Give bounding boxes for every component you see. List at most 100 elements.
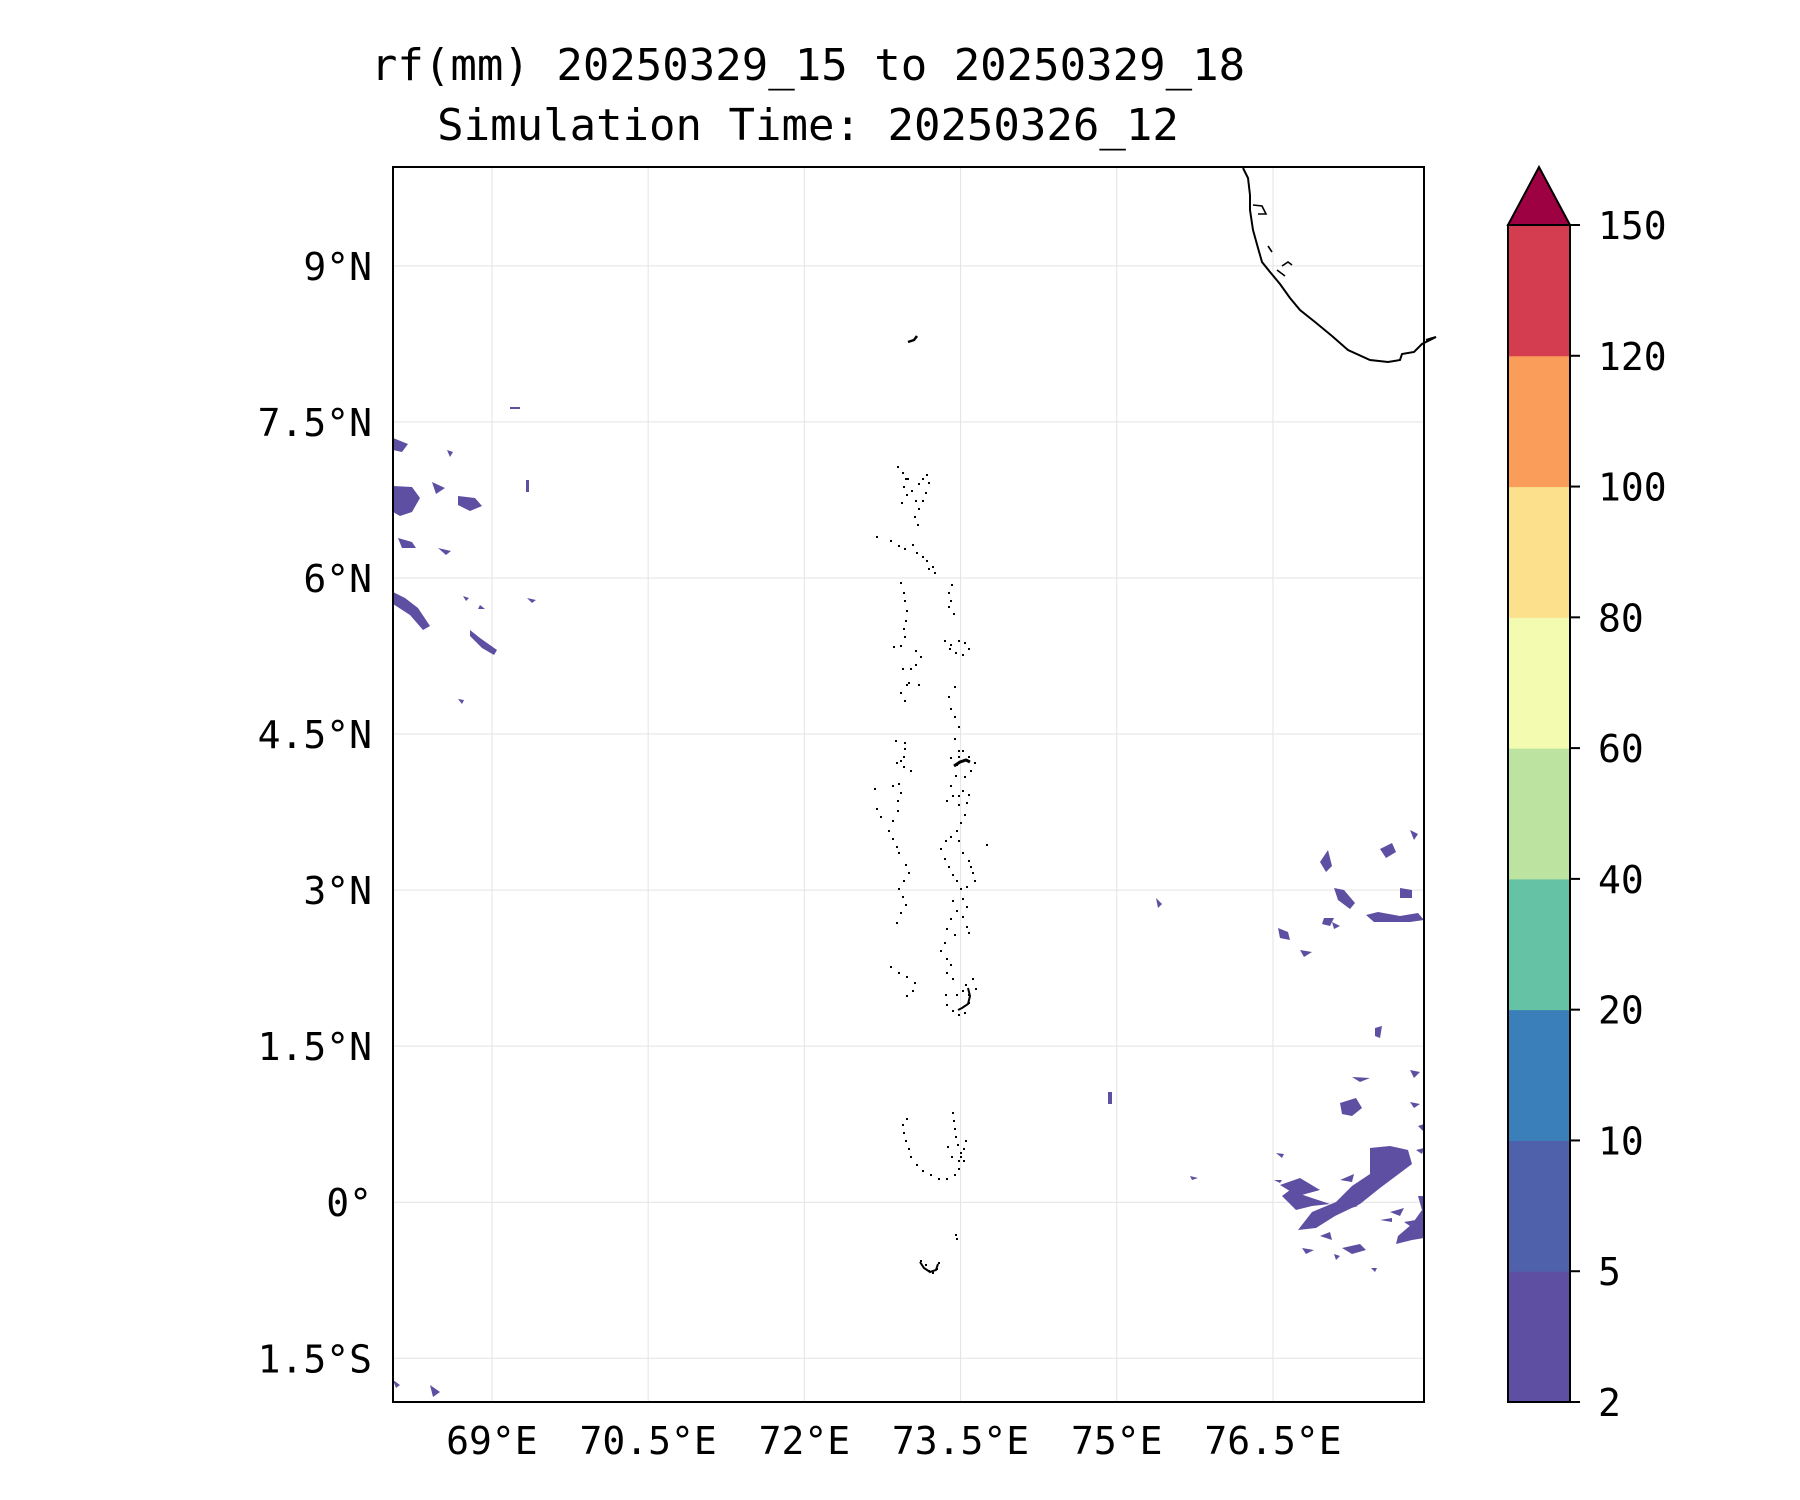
island-dot (910, 770, 912, 772)
island-dot (905, 904, 907, 906)
island-dot (952, 874, 954, 876)
island-dot (963, 1160, 965, 1162)
island-dot (902, 896, 904, 898)
island-dot (953, 613, 955, 615)
rain-patch (393, 1380, 400, 1388)
island-dot (910, 668, 912, 670)
island-dot (956, 1238, 958, 1240)
island-dot (950, 964, 952, 966)
colorbar: 2 5 10 20 40 60 80 100 120 150 (1506, 164, 1667, 1425)
rain-patch (438, 548, 451, 555)
island-dot (876, 536, 878, 538)
latitude-labels: 9°N 7.5°N 6°N 4.5°N 3°N 1.5°N 0° 1.5°S (258, 245, 372, 1381)
island-dot (951, 1156, 953, 1158)
island-dot (892, 785, 894, 787)
island-dot (906, 684, 908, 686)
map-title-line1: rf(mm) 20250329_15 to 20250329_18 (370, 40, 1246, 91)
island-dot (903, 1132, 905, 1134)
island-dot (958, 804, 960, 806)
island-dot (906, 976, 908, 978)
island-dot (955, 1234, 957, 1236)
island-dot (950, 918, 952, 920)
island-dot (968, 932, 970, 934)
island-dot (940, 950, 942, 952)
island-dot (964, 814, 966, 816)
island-dot (948, 866, 950, 868)
island-dot (928, 568, 930, 570)
rain-patch (478, 605, 485, 609)
colorbar-segment (1508, 1140, 1570, 1272)
island-dot (954, 934, 956, 936)
island-dot (954, 716, 956, 718)
island-dot (964, 1012, 966, 1014)
rain-patch (510, 407, 520, 409)
colorbar-label: 10 (1598, 1119, 1644, 1163)
island-dot (905, 478, 907, 480)
island-dot (908, 872, 910, 874)
island-dot (906, 610, 908, 612)
island-dot (900, 692, 902, 694)
rain-patch (1410, 830, 1418, 840)
island-dot (960, 1156, 962, 1158)
island-dot (960, 888, 962, 890)
rain-patch (1276, 1153, 1284, 1158)
island-dot (975, 988, 977, 990)
island-dot (892, 820, 894, 822)
colorbar-segment (1508, 878, 1570, 1011)
island-dot (952, 1010, 954, 1012)
rain-patch (1404, 1220, 1416, 1226)
colorbar-segment (1508, 748, 1570, 880)
island-dot (952, 795, 954, 797)
island-dot (938, 1178, 940, 1180)
island-dot (954, 738, 956, 740)
island-dot (914, 982, 916, 984)
lat-tick-label: 1.5°N (258, 1025, 372, 1069)
island-dot (957, 1144, 959, 1146)
island-dot (897, 466, 899, 468)
island-dot (962, 990, 964, 992)
island-dot (966, 926, 968, 928)
island-dot (905, 1140, 907, 1142)
island-dot (966, 906, 968, 908)
island-dot (950, 836, 952, 838)
island-dot (946, 928, 948, 930)
colorbar-label: 120 (1598, 335, 1667, 379)
island-dot (958, 756, 960, 758)
island-dot (880, 816, 882, 818)
rain-patch (1108, 1092, 1112, 1104)
island-dot (946, 972, 948, 974)
island-dot (948, 592, 950, 594)
island-dot (960, 822, 962, 824)
rain-patch (1274, 1180, 1282, 1183)
island-dot (895, 740, 897, 742)
coastline-detail (1252, 204, 1293, 277)
island-dot (986, 844, 988, 846)
island-dot (952, 978, 954, 980)
island-dot (903, 628, 905, 630)
colorbar-segment (1508, 225, 1570, 357)
island-dot (900, 582, 902, 584)
island-dot (893, 646, 895, 648)
island-dot (962, 898, 964, 900)
rain-patch (463, 596, 469, 601)
island-dot (898, 972, 900, 974)
island-dot (944, 640, 946, 642)
island-dot (910, 1156, 912, 1158)
island-dot (908, 1148, 910, 1150)
rain-patch (1418, 1124, 1424, 1132)
island-dot (896, 846, 898, 848)
island-dot (918, 483, 920, 485)
colorbar-label: 5 (1598, 1250, 1621, 1294)
island-dot (906, 1118, 908, 1120)
island-dot (951, 584, 953, 586)
island-dot (955, 775, 957, 777)
rain-patch (1342, 1244, 1366, 1254)
island-dot (968, 648, 970, 650)
rain-patch (432, 482, 445, 494)
lon-tick-label: 75°E (1071, 1419, 1163, 1463)
lat-tick-label: 9°N (303, 245, 372, 289)
island-dot (902, 668, 904, 670)
island-dot (915, 650, 917, 652)
island-dot (922, 1170, 924, 1172)
rain-patch (1371, 1268, 1377, 1272)
